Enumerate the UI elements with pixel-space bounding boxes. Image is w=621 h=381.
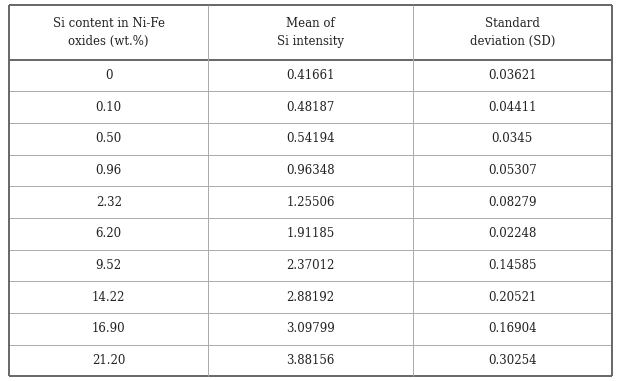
Text: 0.14585: 0.14585 xyxy=(488,259,537,272)
Text: 9.52: 9.52 xyxy=(96,259,122,272)
Text: 0.30254: 0.30254 xyxy=(488,354,537,367)
Text: 0.08279: 0.08279 xyxy=(488,196,537,209)
Text: 0.16904: 0.16904 xyxy=(488,322,537,335)
Text: Standard
deviation (SD): Standard deviation (SD) xyxy=(469,17,555,48)
Text: 0.10: 0.10 xyxy=(96,101,122,114)
Text: 14.22: 14.22 xyxy=(92,291,125,304)
Text: 0.96348: 0.96348 xyxy=(286,164,335,177)
Text: 0.20521: 0.20521 xyxy=(488,291,537,304)
Text: 0.54194: 0.54194 xyxy=(286,132,335,145)
Text: 16.90: 16.90 xyxy=(92,322,125,335)
Text: 2.32: 2.32 xyxy=(96,196,122,209)
Text: 2.37012: 2.37012 xyxy=(286,259,335,272)
Text: 0.0345: 0.0345 xyxy=(492,132,533,145)
Text: Mean of
Si intensity: Mean of Si intensity xyxy=(277,17,344,48)
Text: 1.25506: 1.25506 xyxy=(286,196,335,209)
Text: 0.04411: 0.04411 xyxy=(488,101,537,114)
Text: 0.50: 0.50 xyxy=(96,132,122,145)
Text: 0.02248: 0.02248 xyxy=(488,227,537,240)
Text: 6.20: 6.20 xyxy=(96,227,122,240)
Text: 0.96: 0.96 xyxy=(96,164,122,177)
Text: 21.20: 21.20 xyxy=(92,354,125,367)
Text: 0.41661: 0.41661 xyxy=(286,69,335,82)
Text: 2.88192: 2.88192 xyxy=(286,291,335,304)
Text: 0.03621: 0.03621 xyxy=(488,69,537,82)
Text: 0: 0 xyxy=(105,69,112,82)
Text: 3.09799: 3.09799 xyxy=(286,322,335,335)
Text: Si content in Ni-Fe
oxides (wt.%): Si content in Ni-Fe oxides (wt.%) xyxy=(53,17,165,48)
Text: 3.88156: 3.88156 xyxy=(286,354,335,367)
Text: 0.48187: 0.48187 xyxy=(286,101,335,114)
Text: 1.91185: 1.91185 xyxy=(286,227,335,240)
Text: 0.05307: 0.05307 xyxy=(488,164,537,177)
